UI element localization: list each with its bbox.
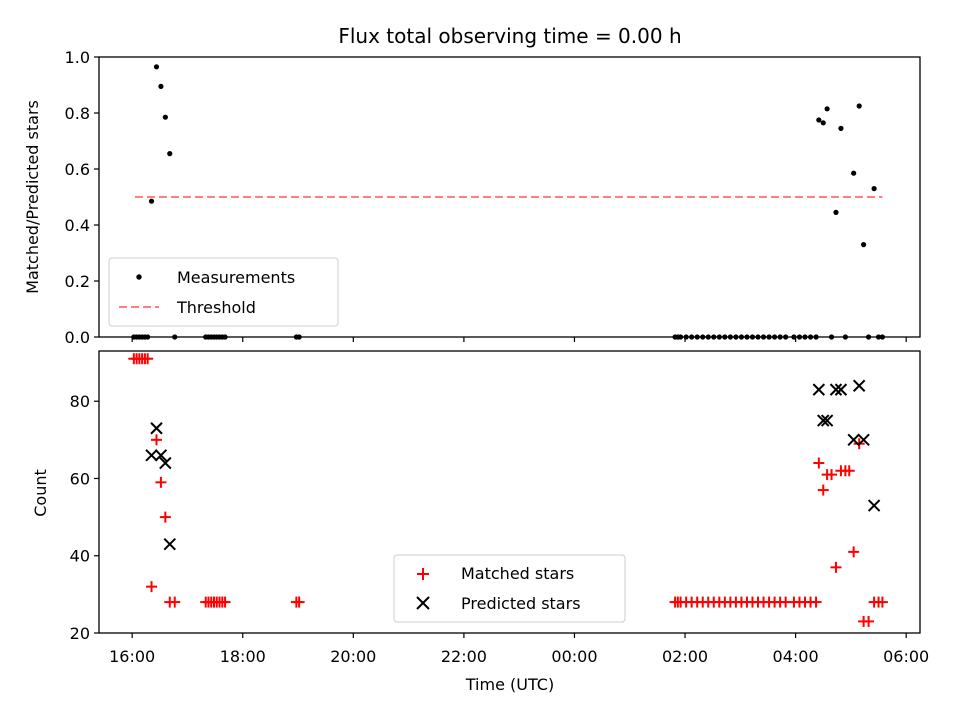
matched-star-point <box>830 561 842 573</box>
matched-star-point <box>142 353 154 365</box>
matched-star-point <box>146 581 158 593</box>
top-legend-box <box>108 257 339 327</box>
chart-title: Flux total observing time = 0.00 h <box>338 24 681 48</box>
legend-measurements-marker <box>136 274 142 280</box>
measurement-point <box>162 114 168 120</box>
matched-star-point <box>826 469 838 481</box>
x-tick-label: 04:00 <box>773 647 819 666</box>
measurement-point <box>833 209 839 215</box>
predicted-star-point <box>847 433 860 447</box>
matched-star-point <box>150 434 162 446</box>
measurement-point <box>153 64 160 70</box>
x-tick-label: 00:00 <box>551 647 597 666</box>
top-legend: Measurements Threshold <box>108 257 339 327</box>
predicted-star-point <box>812 383 826 396</box>
bottom-y-tick-label: 20 <box>70 624 90 643</box>
measurement-point <box>861 242 867 248</box>
legend-predicted-label: Predicted stars <box>461 594 581 613</box>
bottom-predicted-series <box>145 379 881 551</box>
matched-star-point <box>813 457 825 469</box>
top-y-tick-label: 0.6 <box>65 160 90 179</box>
matched-star-point <box>169 596 181 608</box>
predicted-star-point <box>834 383 848 396</box>
matched-star-point <box>843 465 855 477</box>
bottom-axes-frame <box>98 350 921 634</box>
top-y-tick-label: 0.2 <box>65 272 90 291</box>
legend-predicted-marker <box>416 596 430 610</box>
measurement-point <box>167 151 173 157</box>
top-y-tick-label: 0.8 <box>65 104 90 123</box>
predicted-star-point <box>145 449 158 462</box>
bottom-y-tick-label: 40 <box>70 547 90 566</box>
x-tick-label: 02:00 <box>662 647 708 666</box>
bottom-x-ticks: 16:00 18:00 20:00 22:00 00:00 02:00 04:00 06:00 <box>109 633 929 666</box>
predicted-star-point <box>857 433 870 447</box>
top-y-axis-label: Matched/Predicted stars <box>23 100 42 294</box>
legend-matched-label: Matched stars <box>461 564 574 583</box>
top-y-tick-label: 1.0 <box>65 48 90 67</box>
predicted-star-point <box>852 379 866 392</box>
legend-threshold-label: Threshold <box>176 298 256 317</box>
predicted-star-point <box>820 414 834 427</box>
legend-measurements-label: Measurements <box>177 268 295 287</box>
matched-star-point <box>848 546 860 558</box>
bottom-y-tick-label: 60 <box>70 469 90 488</box>
bottom-y-ticks: 20 40 60 80 <box>70 392 99 643</box>
matched-star-point <box>159 511 171 523</box>
predicted-star-point <box>817 414 830 427</box>
measurement-point <box>824 106 830 112</box>
top-panel: 0.0 0.2 0.4 0.6 0.8 1.0 Matched/Predicted sta… <box>23 48 921 347</box>
bottom-legend: Matched stars Predicted stars <box>393 554 626 623</box>
legend-matched-marker <box>417 568 429 580</box>
top-y-tick-label: 0.0 <box>65 328 90 347</box>
measurement-point <box>851 170 857 176</box>
predicted-star-point <box>867 499 881 512</box>
matched-star-point <box>810 596 822 608</box>
predicted-star-point <box>150 422 163 435</box>
top-y-ticks: 0.0 0.2 0.4 0.6 0.8 1.0 <box>65 48 99 347</box>
predicted-star-point <box>154 449 168 462</box>
measurement-point <box>816 117 822 123</box>
matched-star-point <box>155 476 167 488</box>
top-axes-frame <box>98 56 921 338</box>
x-tick-label: 18:00 <box>220 647 266 666</box>
top-measurements-series <box>131 64 886 340</box>
x-tick-label: 16:00 <box>109 647 155 666</box>
bottom-legend-box <box>393 554 626 623</box>
x-tick-label: 20:00 <box>330 647 376 666</box>
top-y-tick-label: 0.4 <box>65 216 90 235</box>
measurement-point <box>871 186 877 192</box>
x-tick-label: 22:00 <box>441 647 487 666</box>
matched-star-point <box>863 615 875 627</box>
matched-star-point <box>293 596 305 608</box>
measurement-point <box>856 103 862 109</box>
measurement-point <box>838 125 844 131</box>
matched-star-point <box>817 484 829 496</box>
matched-star-point <box>876 596 888 608</box>
bottom-panel: 20 40 60 80 16:00 18:00 20:00 22:00 00:00 02:00 0… <box>31 350 929 694</box>
x-axis-label: Time (UTC) <box>465 675 554 694</box>
bottom-y-axis-label: Count <box>31 469 50 517</box>
measurement-point <box>148 198 155 204</box>
predicted-star-point <box>163 537 176 551</box>
bottom-y-tick-label: 80 <box>70 392 90 411</box>
predicted-star-point <box>829 383 843 396</box>
matched-star-point <box>219 596 231 608</box>
top-x-ticks <box>131 337 907 342</box>
measurement-point <box>820 120 826 126</box>
measurement-point <box>158 83 164 89</box>
predicted-star-point <box>159 456 172 470</box>
x-tick-label: 06:00 <box>883 647 929 666</box>
